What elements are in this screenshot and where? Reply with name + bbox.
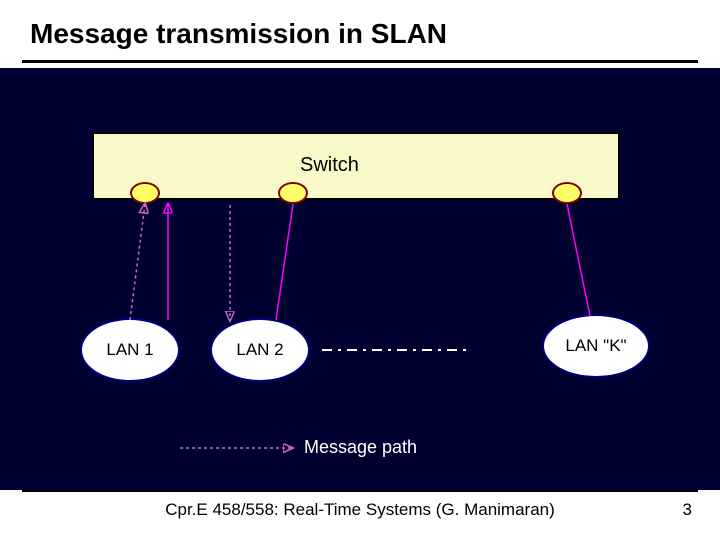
- page-title: Message transmission in SLAN: [30, 18, 447, 50]
- legend-label: Message path: [304, 437, 417, 458]
- page-number: 3: [683, 500, 692, 520]
- connector-overlay: [0, 0, 720, 540]
- lan-label: LAN "K": [565, 336, 626, 356]
- title-underline: [22, 60, 698, 63]
- footer-line: [22, 490, 698, 492]
- switch-label: Switch: [300, 154, 359, 177]
- lan-node: LAN 2: [210, 318, 310, 382]
- footer-text: Cpr.E 458/558: Real-Time Systems (G. Man…: [0, 500, 720, 520]
- switch-port: [130, 182, 160, 204]
- switch-port: [552, 182, 582, 204]
- lan-node: LAN "K": [542, 314, 650, 378]
- lan-label: LAN 1: [106, 340, 153, 360]
- lan-label: LAN 2: [236, 340, 283, 360]
- switch-port: [278, 182, 308, 204]
- lan-node: LAN 1: [80, 318, 180, 382]
